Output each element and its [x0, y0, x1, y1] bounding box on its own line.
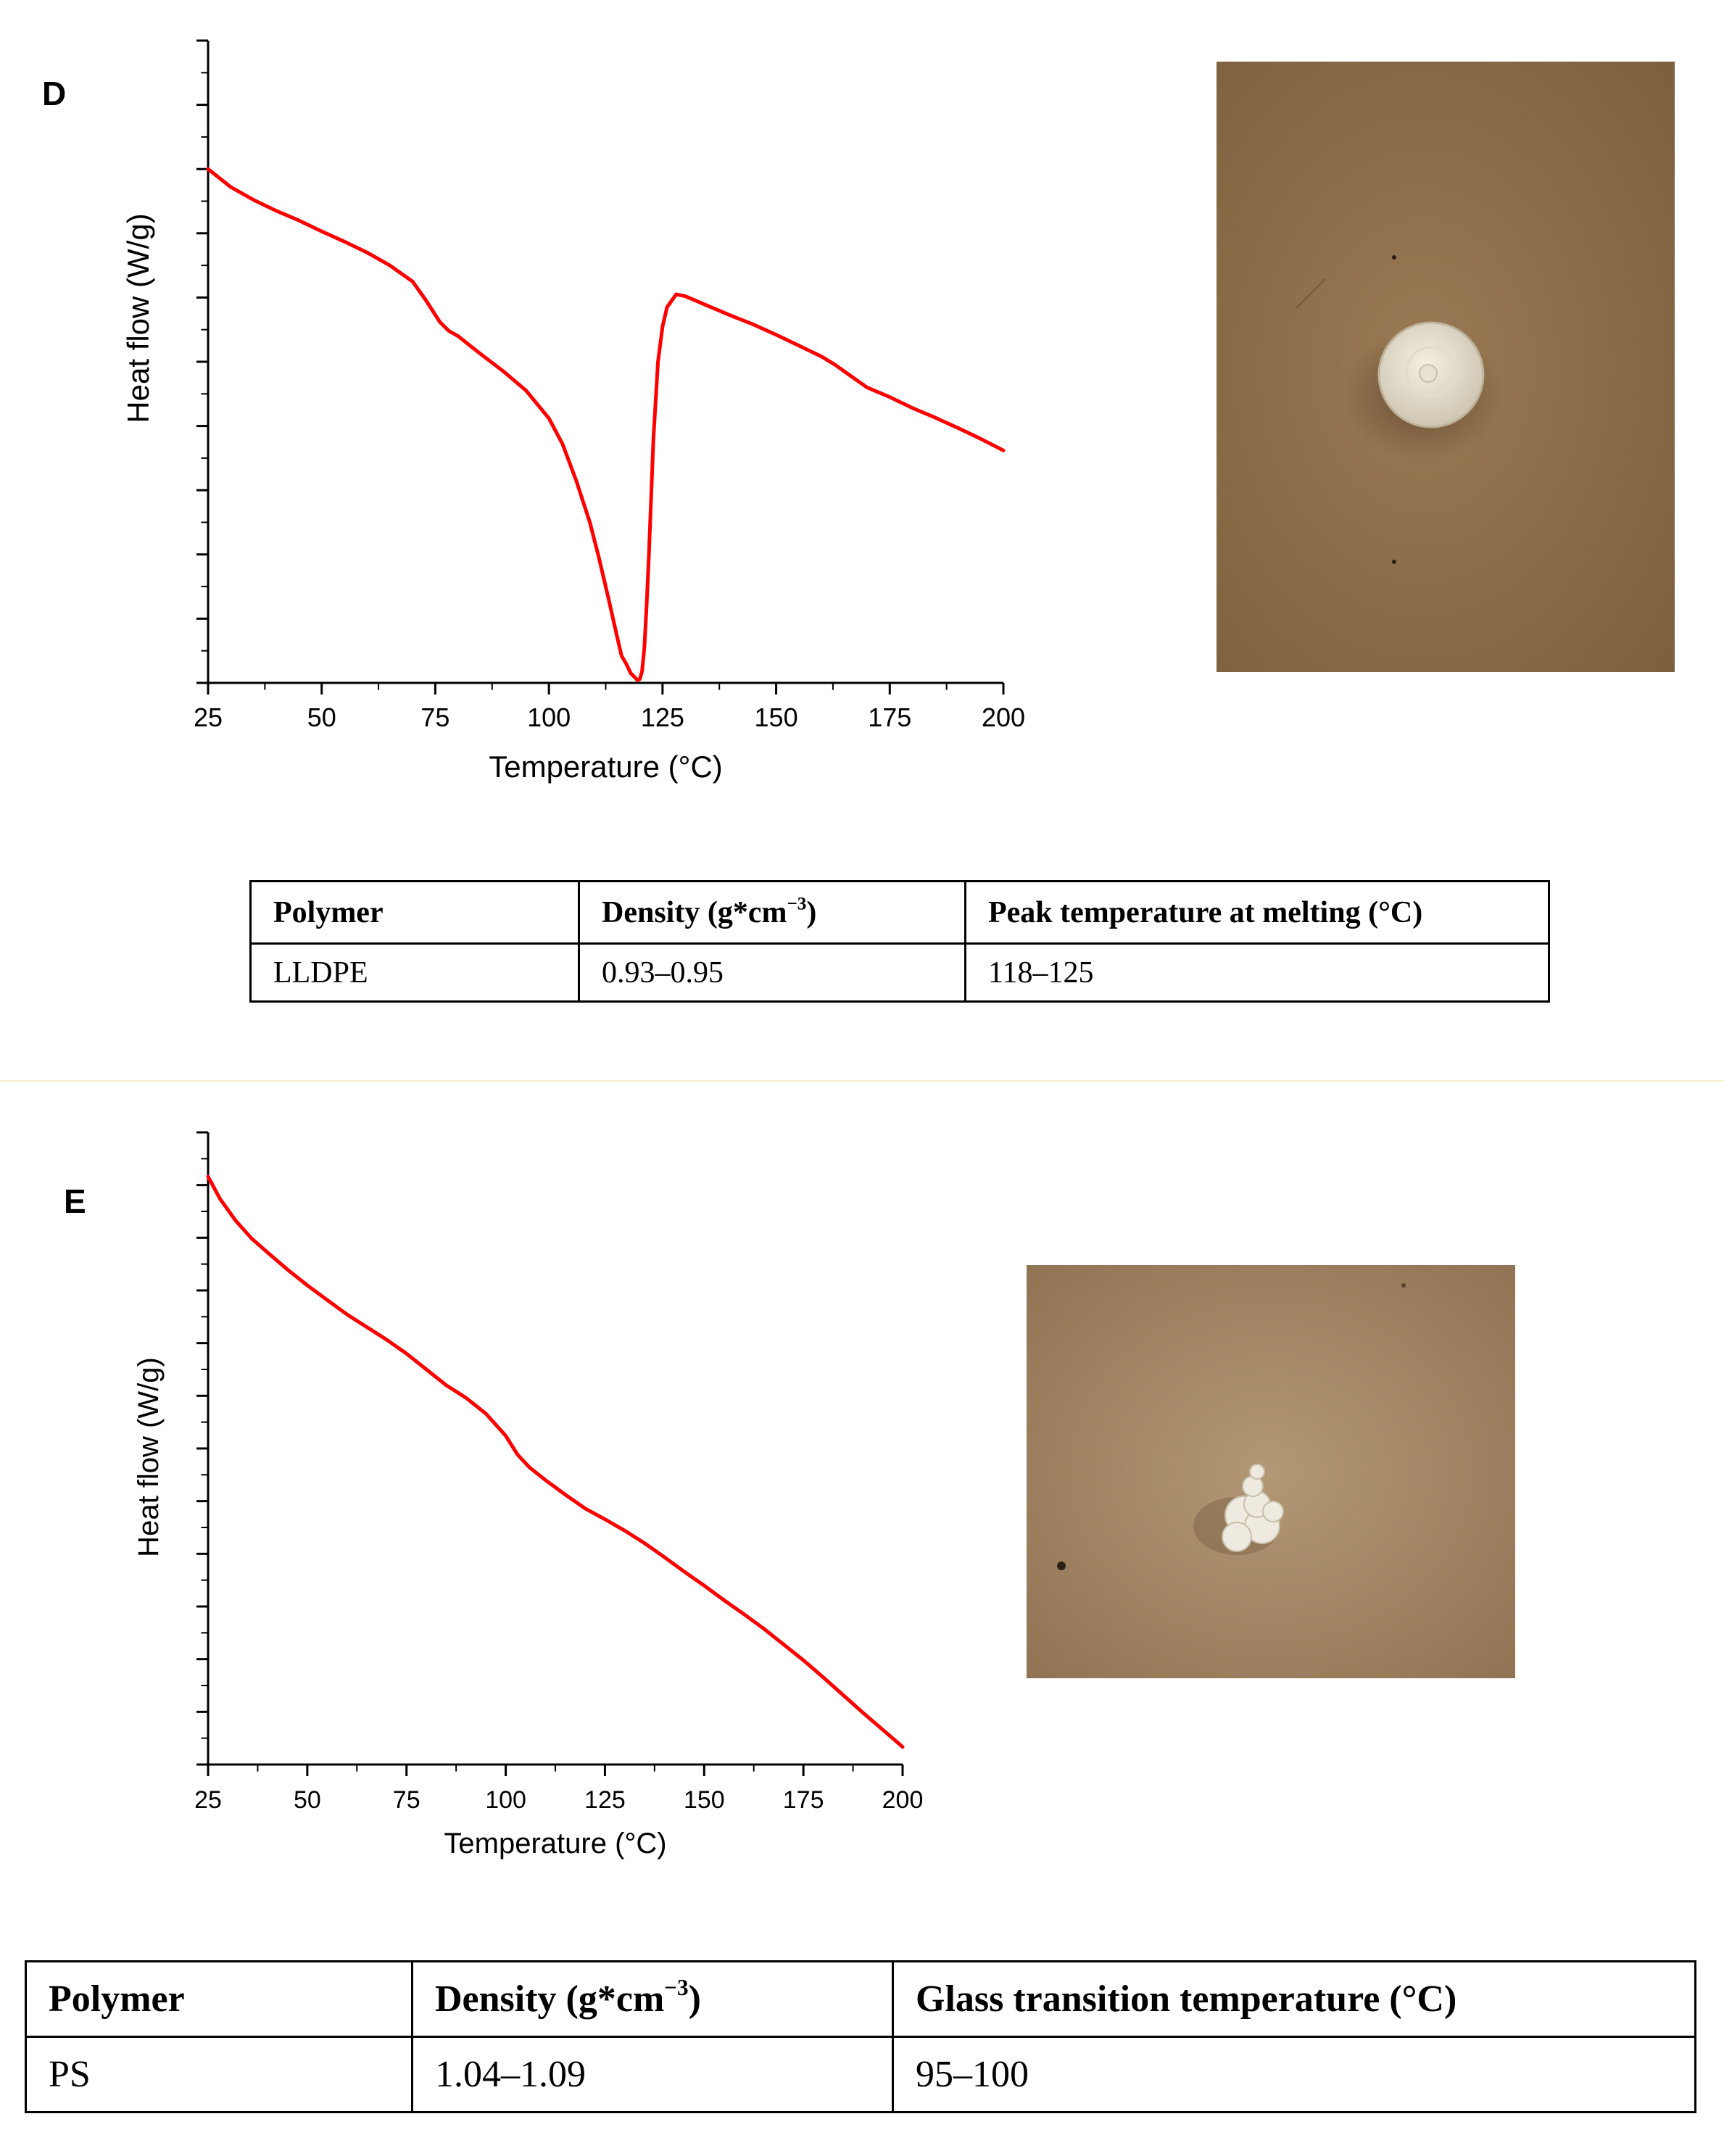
properties-table-lldpe: Polymer Density (g*cm−3) Peak temperatur…: [249, 880, 1550, 1003]
cell-glass-transition: 95–100: [892, 2036, 1696, 2113]
section-divider: [0, 1080, 1724, 1082]
header-density-text: Density (g*cm: [602, 895, 787, 929]
x-tick-label: 50: [294, 1786, 321, 1814]
panel-label-d: D: [42, 75, 67, 112]
table-row: PS 1.04–1.09 95–100: [25, 2036, 1696, 2113]
header-polymer: Polymer: [249, 880, 580, 945]
x-tick-label: 50: [307, 702, 336, 732]
header-density-close: ): [806, 895, 817, 929]
header-peak-temperature: Peak temperature at melting (°C): [964, 880, 1550, 945]
x-tick-label: 75: [393, 1786, 420, 1814]
x-tick-label: 150: [684, 1786, 725, 1814]
x-tick-label: 150: [755, 702, 798, 732]
x-tick-label: 200: [882, 1786, 924, 1814]
x-tick-label: 100: [485, 1786, 526, 1814]
x-tick-label: 175: [868, 702, 911, 732]
cell-polymer: LLDPE: [249, 942, 580, 1003]
y-axis-title: Heat flow (W/g): [121, 213, 155, 423]
panel-label-e: E: [64, 1182, 86, 1220]
x-axis-title: Temperature (°C): [489, 750, 723, 784]
series-line: [206, 1174, 905, 1749]
x-tick-label: 125: [584, 1786, 626, 1814]
header-density-text: Density (g*cm: [435, 1978, 665, 2020]
x-tick-label: 175: [783, 1786, 824, 1814]
series-line: [206, 167, 1006, 682]
header-glass-transition: Glass transition temperature (°C): [892, 1960, 1696, 2038]
header-density-exponent: −3: [787, 893, 807, 913]
chart-e: 25 50 75 100 125 150 175 200 Temperature (°C) Hea…: [133, 1131, 924, 1859]
sample-photo-ps: [1027, 1265, 1515, 1678]
table-header-row: Polymer Density (g*cm−3) Peak temperatur…: [249, 880, 1550, 945]
header-polymer: Polymer: [25, 1960, 413, 2038]
x-tick-label: 200: [982, 702, 1025, 732]
header-density: Density (g*cm−3): [411, 1960, 894, 2038]
y-axis-title: Heat flow (W/g): [133, 1357, 165, 1557]
cell-peak-temperature: 118–125: [964, 942, 1550, 1003]
x-tick-label: 100: [527, 702, 571, 732]
chart-d: 25 50 75 100 125 150 175 200 Temperature (°C) Hea…: [121, 39, 1025, 784]
cell-density: 1.04–1.09: [411, 2036, 894, 2113]
table-row: LLDPE 0.93–0.95 118–125: [249, 942, 1550, 1003]
cell-polymer: PS: [25, 2036, 413, 2113]
sample-photo-lldpe: [1217, 62, 1675, 672]
header-density: Density (g*cm−3): [578, 880, 966, 945]
header-density-close: ): [688, 1978, 701, 2020]
properties-table-ps: Polymer Density (g*cm−3) Glass transitio…: [25, 1960, 1696, 2113]
cell-density: 0.93–0.95: [578, 942, 966, 1003]
x-tick-label: 75: [420, 702, 449, 732]
table-header-row: Polymer Density (g*cm−3) Glass transitio…: [25, 1960, 1696, 2038]
x-tick-label: 125: [641, 702, 684, 732]
x-tick-label: 25: [194, 702, 223, 732]
x-axis-title: Temperature (°C): [444, 1828, 666, 1859]
header-density-exponent: −3: [664, 1975, 689, 2001]
x-tick-label: 25: [194, 1786, 222, 1814]
